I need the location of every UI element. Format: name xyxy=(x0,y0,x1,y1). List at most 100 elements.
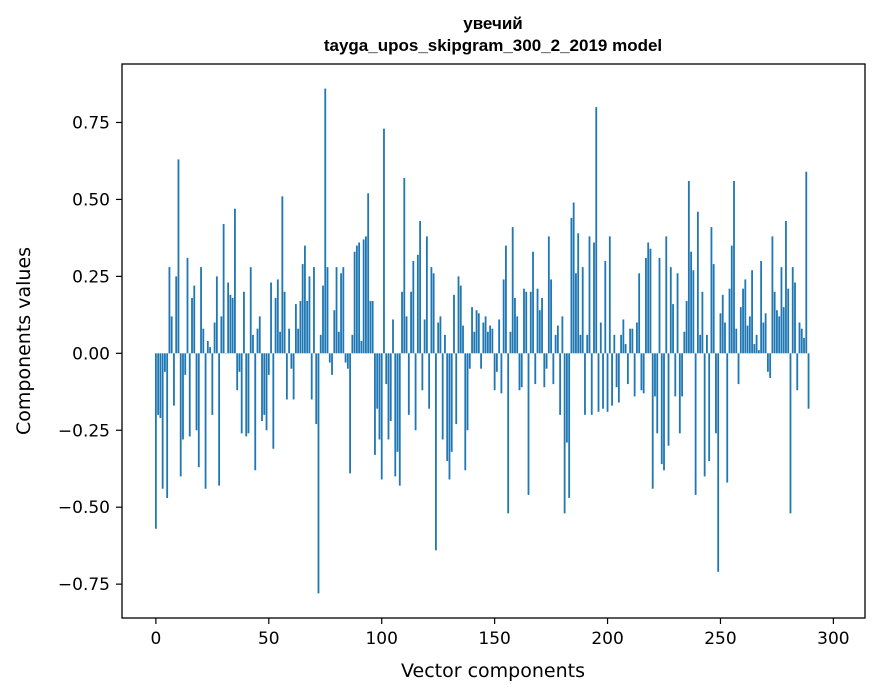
bar xyxy=(514,297,516,354)
bar xyxy=(274,297,277,354)
bars-group xyxy=(154,88,810,594)
bar xyxy=(308,276,311,354)
bar xyxy=(319,334,322,354)
bar xyxy=(597,353,600,412)
bar xyxy=(270,282,272,354)
bar xyxy=(367,193,370,354)
bar xyxy=(394,353,397,477)
bar xyxy=(229,294,232,354)
bar xyxy=(425,236,428,354)
bar xyxy=(518,353,521,391)
bar xyxy=(200,267,202,354)
bar xyxy=(525,291,528,354)
bar xyxy=(276,279,279,354)
bar xyxy=(631,328,634,354)
bar xyxy=(414,353,417,431)
bar xyxy=(502,279,505,354)
bar xyxy=(674,353,677,397)
bar xyxy=(428,353,431,409)
bar xyxy=(771,236,774,354)
bar xyxy=(805,171,808,354)
bar xyxy=(665,236,668,354)
bar xyxy=(778,316,781,354)
bar xyxy=(396,353,399,452)
bar xyxy=(265,353,268,431)
bar xyxy=(337,331,340,354)
chart-title: увечий xyxy=(463,14,522,33)
bar xyxy=(159,353,162,418)
bar xyxy=(663,353,665,471)
bar xyxy=(647,242,650,354)
bar xyxy=(403,177,406,354)
bar xyxy=(358,242,361,354)
bar xyxy=(475,310,478,354)
bar xyxy=(179,353,182,477)
x-tick-label: 0 xyxy=(150,629,161,649)
bar xyxy=(787,288,790,354)
bar xyxy=(304,245,306,354)
bar xyxy=(694,353,697,495)
bar xyxy=(473,331,476,354)
bar xyxy=(746,325,749,354)
bar xyxy=(387,353,390,440)
bar xyxy=(620,334,622,354)
bar xyxy=(520,353,523,388)
bar xyxy=(326,267,329,354)
bar xyxy=(376,353,379,409)
bar xyxy=(721,294,724,354)
bar xyxy=(385,353,388,385)
bar xyxy=(378,353,381,440)
bar xyxy=(191,297,193,354)
bar xyxy=(579,334,582,354)
bar xyxy=(173,353,175,406)
bar xyxy=(360,341,363,354)
bar xyxy=(762,322,765,354)
bar xyxy=(493,353,496,391)
bar xyxy=(340,273,342,354)
bar xyxy=(570,217,573,354)
bar xyxy=(613,334,616,354)
x-tick-label: 50 xyxy=(258,629,280,649)
bar xyxy=(626,353,629,385)
bar xyxy=(649,248,652,354)
bar xyxy=(355,245,358,354)
x-axis-ticks: 0 50 100 150 200 250 300 xyxy=(150,618,850,649)
bar xyxy=(313,267,315,354)
bar xyxy=(299,300,302,354)
bar xyxy=(532,251,534,354)
bar xyxy=(292,353,295,400)
bar xyxy=(227,282,230,354)
bar xyxy=(410,291,412,354)
bar xyxy=(258,316,261,354)
bar xyxy=(701,291,704,354)
bar xyxy=(681,353,683,397)
bar xyxy=(405,316,408,354)
bar xyxy=(500,353,503,394)
bar xyxy=(699,334,702,354)
bar xyxy=(760,260,763,354)
bar xyxy=(511,227,514,354)
bar xyxy=(545,353,548,369)
bar xyxy=(421,353,424,391)
bar xyxy=(380,353,383,480)
bar xyxy=(301,264,304,354)
bar xyxy=(547,236,550,354)
bar xyxy=(457,276,460,354)
bar xyxy=(164,353,166,372)
bar xyxy=(660,353,663,465)
bar xyxy=(602,353,604,409)
y-tick-label: 0.25 xyxy=(72,267,110,287)
bar xyxy=(550,279,552,354)
bar xyxy=(742,288,744,354)
bar xyxy=(416,254,419,354)
bar xyxy=(168,267,171,354)
plot-frame xyxy=(121,63,866,619)
bar xyxy=(554,334,557,354)
bar xyxy=(791,267,794,354)
bar xyxy=(206,341,209,354)
bar xyxy=(218,353,221,486)
bar xyxy=(575,273,577,354)
bar xyxy=(306,300,309,354)
bar xyxy=(719,313,722,354)
